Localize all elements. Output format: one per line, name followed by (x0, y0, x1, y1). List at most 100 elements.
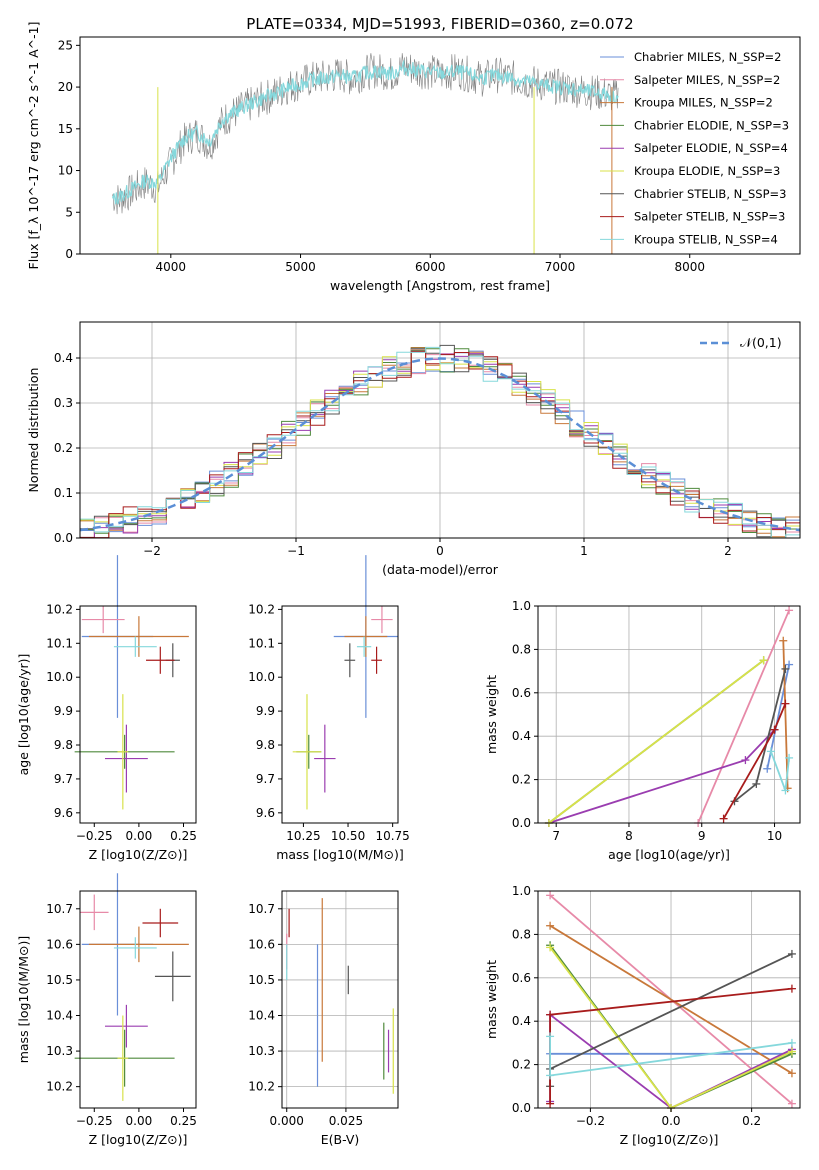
y-tick-label: 0.0 (512, 1101, 531, 1115)
y-tick-label: 0.4 (54, 351, 73, 365)
y-tick-label: 0.3 (54, 396, 73, 410)
y-tick-label: 0.6 (512, 686, 531, 700)
panel-spectrum: Chabrier MILES, N_SSP=2 Salpeter MILES, N… (26, 22, 801, 293)
x-tick-label: 10.75 (375, 829, 409, 843)
x-tick-label: 5000 (285, 260, 316, 274)
y-axis-label: mass weight (484, 960, 499, 1039)
weight-series-line (697, 609, 790, 824)
x-tick-label: 10.50 (331, 829, 365, 843)
weight-series-line (548, 659, 765, 824)
y-tick-label: 5 (65, 205, 73, 219)
y-tick-label: 9.8 (54, 738, 73, 752)
y-tick-label: 9.7 (256, 772, 275, 786)
y-tick-label: 0.6 (512, 971, 531, 985)
x-tick-label: 0.25 (170, 1114, 197, 1128)
plot-area-mass_weight_vs_Z (546, 891, 796, 1112)
plot-area-spectrum: Chabrier MILES, N_SSP=2 Salpeter MILES, N… (111, 50, 789, 254)
y-tick-label: 10.6 (46, 937, 73, 951)
y-tick-label: 0.4 (512, 729, 531, 743)
y-tick-label: 0.4 (512, 1014, 531, 1028)
panel-mass_weight_vs_age: 7 8 9 10 0.0 0.2 0.4 0.6 0.8 1.0 age [log10(age/yr… (484, 599, 801, 862)
x-tick-label: 0.000 (270, 1114, 304, 1128)
x-tick-label: 8000 (674, 260, 705, 274)
x-tick-label: 8 (625, 829, 633, 843)
legend-label: Chabrier ELODIE, N_SSP=3 (634, 118, 789, 132)
legend-label: 𝒩(0,1) (740, 335, 782, 350)
spectrum-data-line (112, 53, 619, 215)
y-tick-label: 9.9 (54, 704, 73, 718)
axes-frame (281, 890, 399, 1109)
weight-series-line (548, 729, 776, 824)
y-tick-label: 9.6 (256, 806, 275, 820)
plot-area-mass_weight_vs_age (544, 606, 794, 827)
x-tick-label: −0.25 (76, 1114, 113, 1128)
y-tick-label: 0 (65, 247, 73, 261)
legend-label: Salpeter ELODIE, N_SSP=4 (634, 141, 788, 155)
x-axis-label: wavelength [Angstrom, rest frame] (330, 278, 550, 293)
x-tick-label: 0.00 (126, 829, 153, 843)
x-tick-label: 10 (767, 829, 782, 843)
y-tick-label: 10.2 (248, 602, 275, 616)
x-tick-label: 2 (724, 544, 732, 558)
weight-series-line (782, 640, 789, 789)
plot-area-age_vs_mass (292, 555, 398, 810)
y-tick-label: 10.6 (248, 937, 275, 951)
panel-mass_vs_Z: −0.25 0.00 0.25 10.2 10.3 10.4 10.5 10.6 10.7 Z [… (16, 873, 197, 1147)
legend-label: Kroupa ELODIE, N_SSP=3 (634, 164, 780, 178)
axes-frame (537, 605, 801, 824)
y-tick-label: 0.2 (512, 773, 531, 787)
y-tick-label: 10.1 (46, 636, 73, 650)
x-tick-label: −2 (143, 544, 161, 558)
x-tick-label: 0.0 (661, 1114, 680, 1128)
weight-series-line (733, 668, 787, 803)
x-axis-label: Z [log10(Z/Z⊙)] (620, 1132, 719, 1147)
x-tick-label: 4000 (156, 260, 187, 274)
y-tick-label: 10.2 (248, 1080, 275, 1094)
y-tick-label: 10.3 (46, 1044, 73, 1058)
plot-area-mass_vs_EBV (286, 898, 394, 1094)
legend-label: Kroupa STELIB, N_SSP=4 (634, 232, 778, 246)
figure-title: PLATE=0334, MJD=51993, FIBERID=0360, z=0… (246, 15, 633, 33)
panels: Chabrier MILES, N_SSP=2 Salpeter MILES, N… (16, 22, 801, 1147)
x-axis-label: (data-model)/error (382, 562, 499, 577)
spectrum-model-line (111, 59, 619, 205)
x-tick-label: 7 (552, 829, 560, 843)
y-tick-label: 0.2 (54, 441, 73, 455)
y-tick-label: 10.4 (248, 1009, 275, 1023)
x-tick-label: 0.025 (329, 1114, 363, 1128)
y-tick-label: 10.7 (46, 902, 73, 916)
y-tick-label: 1.0 (512, 884, 531, 898)
y-tick-label: 10.4 (46, 1009, 73, 1023)
axes-frame (537, 890, 801, 1109)
gaussian-reference-line (79, 357, 801, 532)
y-tick-label: 0.0 (512, 816, 531, 830)
x-tick-label: 9 (698, 829, 706, 843)
y-tick-label: 20 (58, 80, 73, 94)
legend-label: Salpeter STELIB, N_SSP=3 (634, 210, 785, 224)
y-tick-label: 0.8 (512, 927, 531, 941)
panel-residuals: 𝒩(0,1) −2 −1 0 1 2 0.0 0.1 0.2 0.3 0.4 (data-model)… (26, 321, 801, 577)
x-tick-label: 0.2 (742, 1114, 761, 1128)
panel-age_vs_mass: 10.25 10.50 10.75 9.6 9.7 9.8 9.9 10.0 10.1 10.2 m… (248, 555, 410, 862)
y-tick-label: 10.2 (46, 602, 73, 616)
y-tick-label: 10.0 (248, 670, 275, 684)
y-tick-label: 10 (58, 164, 73, 178)
plot-area-residuals: 𝒩(0,1) (79, 335, 801, 539)
y-axis-label: mass [log10(M/M⊙)] (16, 936, 31, 1064)
y-tick-label: 10.0 (46, 670, 73, 684)
y-tick-label: 9.6 (54, 806, 73, 820)
y-axis-label: age [log10(age/yr)] (16, 654, 31, 776)
y-tick-label: 15 (58, 122, 73, 136)
y-tick-label: 0.2 (512, 1058, 531, 1072)
x-axis-label: E(B-V) (321, 1132, 360, 1147)
axes-frame (281, 605, 399, 824)
axes-frame (79, 605, 197, 824)
x-tick-label: 1 (580, 544, 588, 558)
x-tick-label: 10.25 (286, 829, 320, 843)
y-tick-label: 9.9 (256, 704, 275, 718)
histogram-step (80, 346, 800, 539)
legend-label: Chabrier STELIB, N_SSP=3 (634, 187, 786, 201)
x-axis-label: Z [log10(Z/Z⊙)] (89, 847, 188, 862)
x-axis-label: age [log10(age/yr)] (608, 847, 730, 862)
y-axis-label: mass weight (484, 675, 499, 754)
